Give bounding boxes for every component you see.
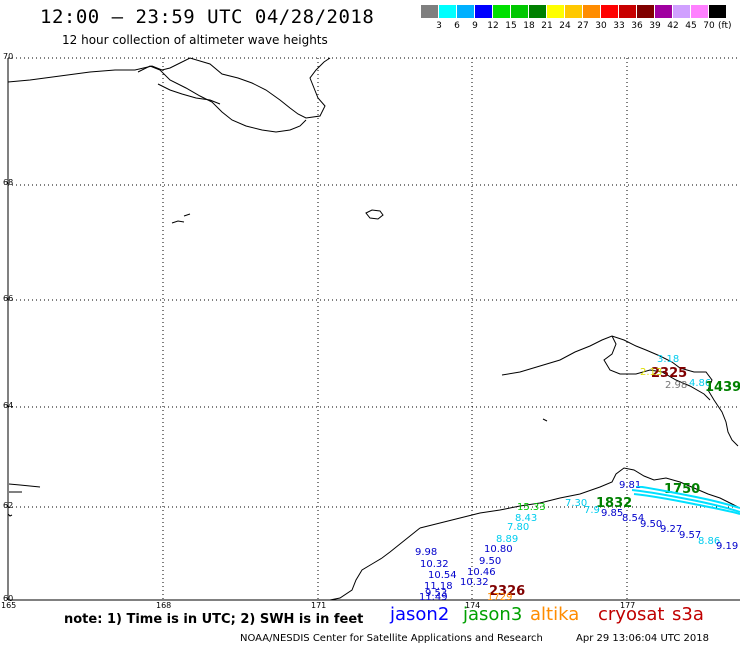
wave-height-value: 11.18 (424, 581, 453, 592)
coastlines (7, 57, 740, 601)
wave-height-value: 9.81 (619, 480, 642, 491)
longitude-label: 168 (156, 601, 172, 610)
longitude-label: 165 (1, 601, 17, 610)
color-swatch-label: 3 (436, 21, 442, 31)
longitude-label: 174 (465, 601, 481, 610)
longitude-label: 171 (311, 601, 327, 610)
satellite-legend-jason3: jason3 (463, 604, 523, 625)
color-swatch-label: 24 (559, 21, 571, 31)
satellite-legend-cryosat: cryosat (598, 604, 665, 625)
color-swatch-label: 27 (577, 21, 589, 31)
color-swatch (475, 5, 493, 18)
wave-height-value: 7.80 (507, 522, 530, 533)
wave-height-value: 8.43 (515, 513, 538, 524)
latitude-label: 60 (3, 594, 14, 603)
wave-height-value: 7.9 (584, 505, 600, 516)
latitude-label: 64 (3, 401, 14, 410)
latitude-label: 62 (3, 501, 14, 510)
dense-observation-swath (631, 485, 740, 516)
color-swatch (709, 5, 727, 18)
color-swatch (691, 5, 709, 18)
wave-height-value: 15.33 (517, 502, 546, 513)
wave-height-value: 9.85 (601, 508, 624, 519)
satellite-legend-jason2: jason2 (390, 604, 450, 625)
wave-height-value: 10.46 (467, 567, 496, 578)
color-swatch (565, 5, 583, 18)
wave-height-value: 1729 (487, 592, 513, 603)
wave-height-value: 3.18 (657, 354, 680, 365)
satellite-legend-s3a: s3a (672, 604, 704, 625)
map-title: 12:00 – 23:59 UTC 04/28/2018 (40, 6, 375, 28)
color-swatch (421, 5, 439, 18)
wave-height-value: 8.54 (622, 513, 645, 524)
color-swatch (655, 5, 673, 18)
footer-credit: NOAA/NESDIS Center for Satellite Applica… (240, 633, 543, 644)
wave-height-value: 2.98 (665, 380, 688, 391)
color-swatch (547, 5, 565, 18)
color-swatch-label: 42 (667, 21, 679, 31)
wave-height-value: 9.57 (679, 530, 702, 541)
wave-height-value: 10.32 (460, 577, 489, 588)
wave-height-value: 2326 (489, 584, 526, 599)
color-swatch-label: 15 (505, 21, 517, 31)
color-scale-unit: (ft) (718, 21, 732, 31)
color-swatch-label: 39 (649, 21, 661, 31)
wave-height-value: 4.86 (689, 378, 712, 389)
color-swatch (619, 5, 637, 18)
wave-height-value: 10.32 (420, 559, 449, 570)
satellite-legend-altika: altika (530, 604, 580, 625)
color-swatch-label: 33 (613, 21, 625, 31)
longitude-label: 177 (620, 601, 636, 610)
color-swatch-label: 9 (472, 21, 478, 31)
color-swatch-label: 36 (631, 21, 643, 31)
wave-height-value: 9.27 (660, 524, 683, 535)
color-swatch (511, 5, 529, 18)
color-swatch-label: 12 (487, 21, 499, 31)
wave-height-value: 8.86 (698, 536, 721, 547)
color-swatch (457, 5, 475, 18)
color-swatch (493, 5, 511, 18)
color-swatch-label: 6 (454, 21, 460, 31)
wave-height-value: 11.49 (419, 592, 448, 603)
color-swatch (673, 5, 691, 18)
color-swatch-label: 21 (541, 21, 553, 31)
map-subtitle: 12 hour collection of altimeter wave hei… (62, 33, 328, 47)
color-swatch-label: 45 (685, 21, 697, 31)
wave-height-value: 9.98 (415, 547, 438, 558)
wave-height-value: 1832 (596, 496, 633, 511)
wave-height-value: 9.53 (425, 588, 448, 599)
wave-height-value: 10.80 (484, 544, 513, 555)
latitude-label: 68 (3, 178, 14, 187)
footer-date: Apr 29 13:06:04 UTC 2018 (576, 633, 709, 644)
color-swatch (439, 5, 457, 18)
color-swatch (529, 5, 547, 18)
color-swatch-label: 18 (523, 21, 535, 31)
wave-height-value: 9.50 (479, 556, 502, 567)
color-swatch (601, 5, 619, 18)
color-scale-labels: 3 6 9 12 15 18 21 24 27 30 33 36 39 42 45 70 (421, 21, 740, 33)
color-swatch (583, 5, 601, 18)
wave-height-value: 9.19 (716, 541, 739, 552)
wave-height-color-scale (421, 5, 727, 18)
color-swatch-label: 30 (595, 21, 607, 31)
map-note: note: 1) Time is in UTC; 2) SWH is in fe… (64, 612, 364, 627)
wave-height-value: 9.50 (640, 519, 663, 530)
color-swatch-label: 70 (703, 21, 715, 31)
wave-height-value: 2.13 (640, 367, 663, 378)
latitude-label: 66 (3, 294, 14, 303)
wave-height-value: 2325 (651, 366, 688, 381)
color-swatch (637, 5, 655, 18)
wave-height-value: 7.30 (565, 498, 588, 509)
latitude-label: 70 (3, 52, 14, 61)
wave-height-value: 1439 (705, 380, 740, 395)
wave-height-value: 10.54 (428, 570, 457, 581)
wave-height-value: 8.89 (496, 534, 519, 545)
